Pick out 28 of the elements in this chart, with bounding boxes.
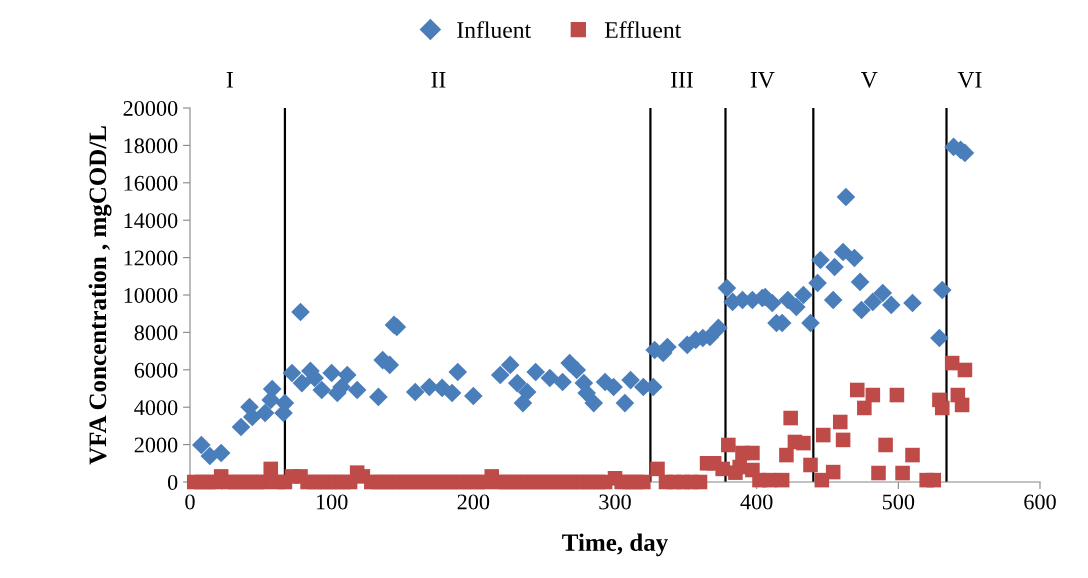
y-tick-label: 2000 <box>134 437 178 453</box>
x-tick-label: 300 <box>599 494 631 510</box>
y-tick-label: 4000 <box>134 400 178 416</box>
text: VI <box>957 72 982 88</box>
text: V <box>861 72 878 88</box>
x-tick-label: 200 <box>457 494 490 510</box>
x-tick-label: 100 <box>316 494 348 510</box>
x-tick-label: 600 <box>1024 494 1056 510</box>
y-tick-label: 8000 <box>134 325 178 341</box>
x-tick-label: 400 <box>740 494 773 510</box>
y-tick-label: 18000 <box>124 138 178 154</box>
text: I <box>226 72 233 88</box>
y-tick-label: 12000 <box>124 250 178 266</box>
y-axis-title: VFA Concentration , mgCOD/L <box>88 126 112 465</box>
legend-label: Effluent <box>604 21 682 39</box>
x-axis-title: Time, day <box>562 533 669 557</box>
y-tick-label: 10000 <box>124 287 178 303</box>
y-tick-label: 16000 <box>124 175 178 191</box>
text: III <box>671 72 693 88</box>
y-tick-label: 20000 <box>123 100 178 116</box>
y-tick-label: 6000 <box>134 362 178 378</box>
text: IV <box>750 72 775 88</box>
y-tick-label: 0 <box>167 474 178 490</box>
x-tick-label: 500 <box>882 494 915 510</box>
text: II <box>431 72 446 88</box>
y-tick-label: 14000 <box>124 213 178 229</box>
x-tick-label: 0 <box>185 494 195 510</box>
legend-label: Influent <box>457 21 531 39</box>
